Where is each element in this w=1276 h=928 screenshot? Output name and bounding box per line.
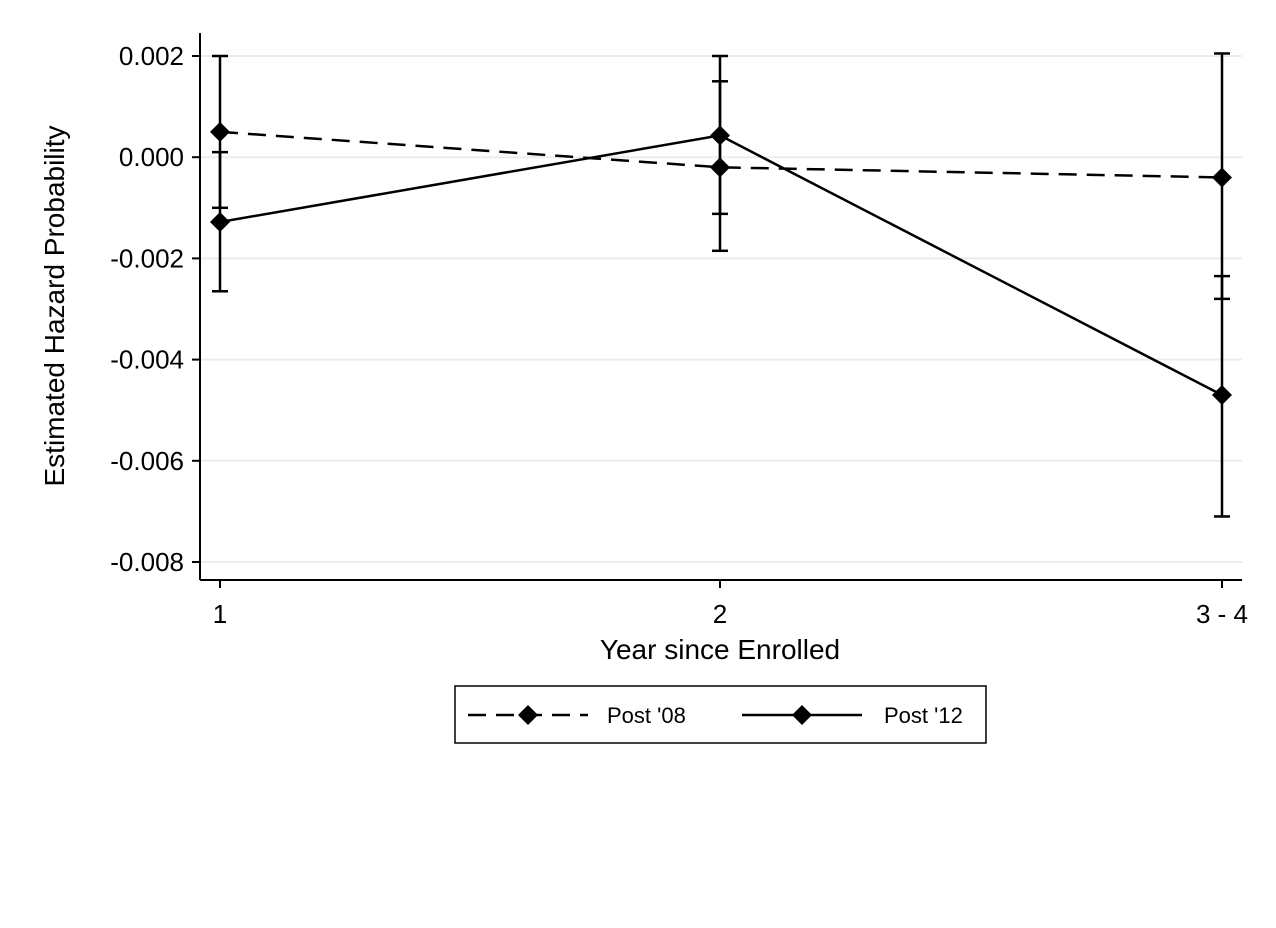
data-point	[210, 211, 230, 232]
x-tick-label: 1	[213, 599, 227, 629]
series-layer	[210, 52, 1232, 518]
data-point	[1212, 385, 1232, 406]
y-tick-label: 0.002	[119, 41, 184, 71]
x-axis-title: Year since Enrolled	[600, 634, 840, 665]
gridlines	[200, 55, 1242, 563]
y-tick-label: -0.006	[110, 446, 184, 476]
x-tick-label: 3 - 4	[1196, 599, 1248, 629]
data-point	[210, 121, 230, 142]
legend-marker-2	[792, 705, 812, 725]
legend-label-1: Post '08	[607, 703, 686, 728]
legend-label-2: Post '12	[884, 703, 963, 728]
y-tick-label: -0.002	[110, 243, 184, 273]
x-tick-label: 2	[713, 599, 727, 629]
y-tick-label: -0.008	[110, 547, 184, 577]
legend-box	[454, 685, 987, 744]
data-point	[1212, 167, 1232, 188]
y-tick-label: -0.004	[110, 345, 184, 375]
y-axis-title: Estimated Hazard Probability	[39, 125, 70, 486]
y-ticks: 0.002 0.000 -0.002 -0.004 -0.006 -0.008	[110, 41, 200, 577]
x-ticks: 1 2 3 - 4	[213, 580, 1248, 629]
legend: Post '08 Post '12	[454, 685, 987, 744]
series-1	[210, 52, 1232, 301]
series-2	[210, 54, 1232, 518]
legend-entries: Post '08 Post '12	[468, 703, 963, 728]
y-tick-label: 0.000	[119, 142, 184, 172]
legend-marker-1	[518, 705, 538, 725]
data-point	[710, 125, 730, 146]
